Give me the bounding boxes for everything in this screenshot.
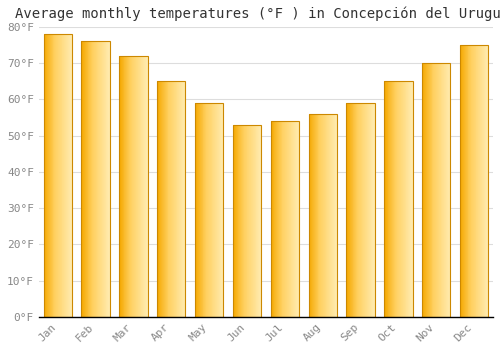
Bar — [422, 63, 450, 317]
Bar — [270, 121, 299, 317]
Bar — [460, 45, 488, 317]
Bar — [384, 81, 412, 317]
Bar — [157, 81, 186, 317]
Bar — [119, 56, 148, 317]
Bar — [308, 114, 337, 317]
Bar — [346, 103, 375, 317]
Bar — [82, 41, 110, 317]
Bar — [233, 125, 261, 317]
Title: Average monthly temperatures (°F ) in Concepción del Uruguay: Average monthly temperatures (°F ) in Co… — [14, 7, 500, 21]
Bar — [44, 34, 72, 317]
Bar — [195, 103, 224, 317]
